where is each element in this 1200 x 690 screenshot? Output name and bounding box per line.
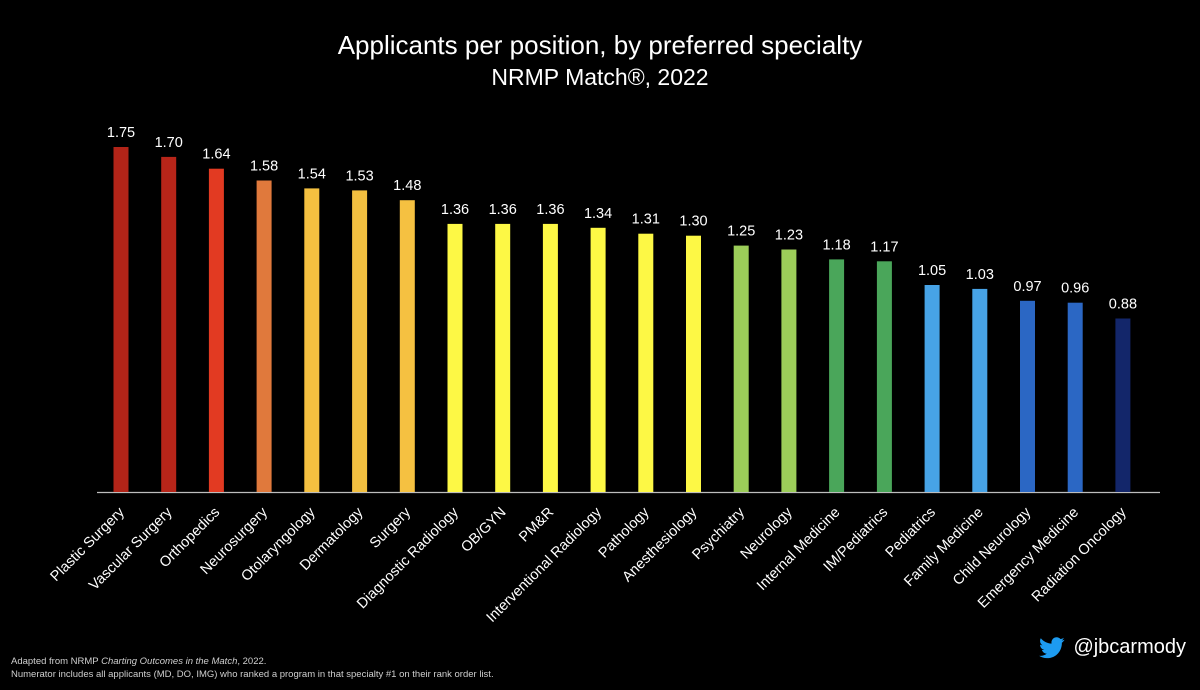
category-label: Surgery [367, 504, 415, 552]
data-label: 1.31 [632, 212, 660, 228]
bar [542, 223, 558, 492]
data-label: 1.34 [584, 206, 612, 222]
bar [590, 227, 606, 493]
source-note: Adapted from NRMP Charting Outcomes in t… [11, 656, 266, 667]
data-label: 1.58 [250, 159, 278, 175]
bar [447, 223, 463, 492]
data-label: 1.30 [679, 214, 707, 230]
bar [161, 156, 177, 492]
data-label: 1.18 [822, 237, 850, 253]
data-label: 0.88 [1109, 297, 1137, 313]
category-label: PM&R [516, 505, 557, 546]
bar [924, 285, 940, 492]
bar [876, 261, 892, 492]
data-label: 1.75 [107, 125, 135, 141]
source-note-title: Charting Outcomes in the Match [101, 656, 238, 667]
bar [1067, 302, 1083, 492]
bar [733, 245, 749, 492]
bar [304, 188, 320, 492]
bar [972, 288, 988, 492]
data-label: 1.17 [870, 239, 898, 255]
data-label: 1.70 [155, 135, 183, 151]
data-label: 1.48 [393, 178, 421, 194]
numerator-note: Numerator includes all applicants (MD, D… [11, 669, 494, 680]
bar [352, 190, 368, 492]
category-label: Internal Medicine [754, 505, 843, 594]
data-label: 1.36 [441, 202, 469, 218]
handle-text: @jbcarmody [1073, 636, 1186, 658]
bar [208, 168, 224, 492]
data-label: 1.05 [918, 263, 946, 279]
source-note-suffix: , 2022. [237, 656, 267, 667]
twitter-bird-icon [1039, 636, 1066, 658]
chart-subtitle: NRMP Match®, 2022 [491, 64, 709, 90]
bar [1020, 300, 1035, 492]
category-label: OB/GYN [458, 505, 509, 556]
bar [256, 180, 272, 492]
data-label: 0.96 [1061, 281, 1089, 297]
data-label: 1.03 [966, 267, 994, 283]
twitter-handle[interactable]: @jbcarmody [1039, 636, 1186, 659]
source-note-prefix: Adapted from NRMP [11, 656, 102, 667]
data-label: 0.97 [1013, 279, 1041, 295]
bar [113, 147, 129, 492]
data-label: 1.54 [298, 166, 326, 182]
bar [829, 259, 845, 492]
bar [1115, 318, 1131, 492]
data-label: 1.53 [345, 168, 373, 184]
bar [399, 200, 415, 492]
data-label: 1.23 [775, 228, 803, 244]
bar [781, 249, 797, 492]
data-label: 1.25 [727, 224, 755, 240]
category-label: Radiation Oncology [1029, 504, 1130, 605]
bar [495, 223, 511, 492]
bar [638, 233, 654, 492]
data-label: 1.36 [489, 202, 517, 218]
chart-title: Applicants per position, by preferred sp… [337, 30, 863, 60]
bar [686, 235, 701, 492]
data-label: 1.64 [202, 147, 230, 163]
category-label: Vascular Surgery [86, 504, 176, 594]
data-label: 1.36 [536, 202, 564, 218]
